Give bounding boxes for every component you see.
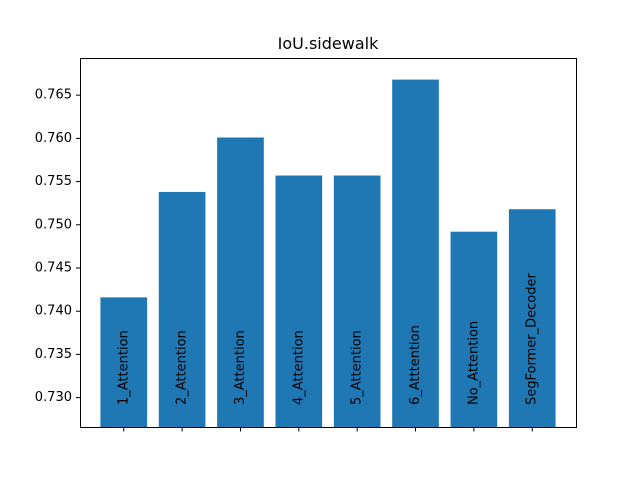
bar-label: 2_Attention — [175, 330, 190, 405]
y-axis-ticks: 0.730 0.735 0.740 0.745 0.750 0.755 0.760 0.765 — [35, 88, 81, 405]
x-axis-ticks — [123, 427, 533, 432]
bar-label: 6_Atttention — [408, 325, 423, 405]
bars-group — [100, 79, 556, 427]
bar-label: 4_Attention — [291, 330, 306, 405]
bar-6-atttention — [392, 79, 439, 427]
bar-label: 3_Attention — [233, 330, 248, 405]
y-tick-label: 0.755 — [35, 174, 72, 189]
bar-2-attention — [158, 191, 206, 427]
y-tick-label: 0.745 — [35, 260, 72, 275]
plot-frame — [80, 58, 577, 428]
bar-label: 1_Attention — [116, 330, 131, 405]
bar-label: SegFormer_Decoder — [525, 273, 540, 405]
y-tick-label: 0.730 — [35, 390, 72, 405]
y-tick-label: 0.735 — [35, 347, 72, 362]
y-tick-label: 0.760 — [35, 131, 72, 146]
y-tick-label: 0.740 — [35, 304, 72, 319]
bar-4-attention — [275, 175, 323, 427]
bar-1-attention — [100, 297, 148, 427]
bar-3-attention — [217, 137, 264, 427]
y-tick-label: 0.765 — [35, 88, 72, 103]
bar-labels-group: 1_Attention 2_Attention 3_Attention 4_Atten… — [116, 273, 539, 405]
bar-segformer-decoder — [508, 209, 556, 427]
bar-label: 5_Attention — [350, 330, 365, 405]
bar-label: No_Attention — [466, 321, 481, 405]
chart-title: IoU.sidewalk — [278, 34, 379, 53]
bar-5-attention — [333, 175, 381, 427]
y-tick-label: 0.750 — [35, 217, 72, 232]
bar-no-attention — [450, 231, 498, 427]
